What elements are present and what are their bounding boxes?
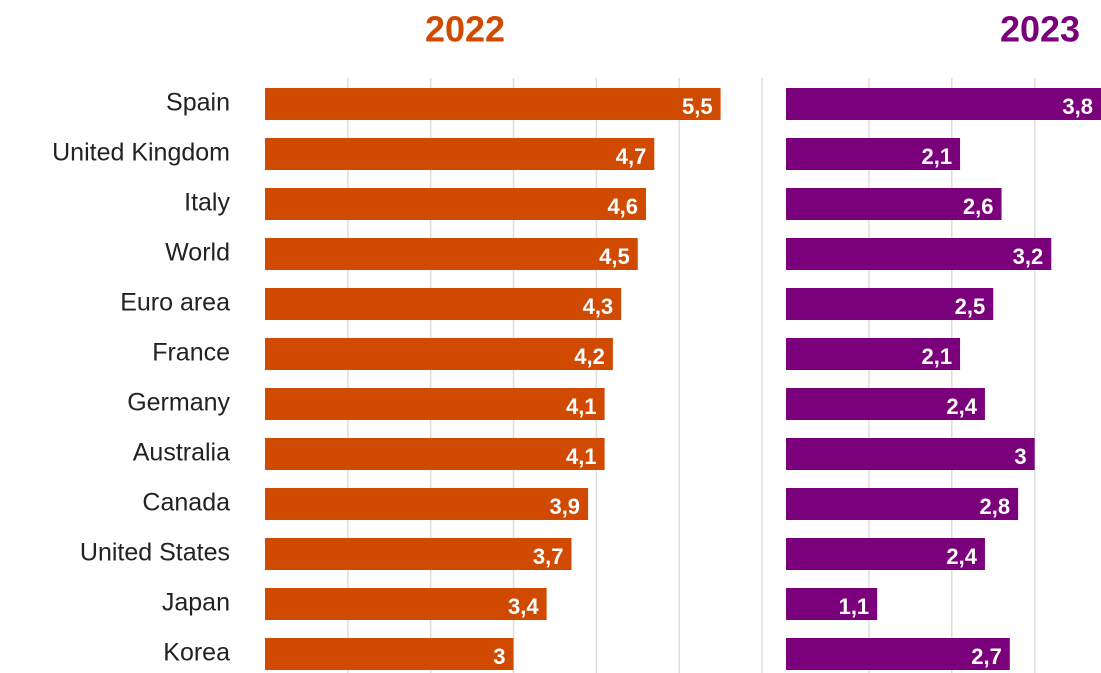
data-label: 4,7 — [616, 144, 647, 169]
y-tick-label: France — [152, 339, 230, 367]
bar — [786, 488, 1019, 520]
bar — [786, 338, 961, 370]
y-tick-label: Korea — [163, 639, 230, 667]
bar — [265, 288, 622, 320]
bar — [265, 188, 647, 220]
data-label: 2,7 — [971, 644, 1002, 669]
bar — [265, 338, 613, 370]
data-label: 3,9 — [549, 494, 580, 519]
y-tick-label: Italy — [184, 189, 230, 217]
bar — [786, 138, 961, 170]
data-label: 3,7 — [533, 544, 564, 569]
y-tick-label: Germany — [127, 389, 230, 417]
bar — [265, 538, 572, 570]
bar — [786, 388, 985, 420]
data-label: 2,4 — [946, 544, 977, 569]
bar — [786, 238, 1052, 270]
y-tick-label: Spain — [166, 89, 230, 117]
data-label: 4,5 — [599, 244, 630, 269]
bar — [786, 538, 985, 570]
data-label: 3 — [493, 644, 505, 669]
y-tick-label: Euro area — [120, 289, 230, 317]
data-label: 2,1 — [921, 344, 952, 369]
bar — [265, 588, 547, 620]
data-label: 2,4 — [946, 394, 977, 419]
chart-title: 2023 — [1000, 9, 1080, 50]
data-label: 2,8 — [980, 494, 1011, 519]
bar — [265, 638, 514, 670]
data-label: 1,1 — [839, 594, 870, 619]
data-label: 4,1 — [566, 394, 597, 419]
data-label: 2,1 — [921, 144, 952, 169]
bar — [265, 438, 605, 470]
bar — [786, 88, 1101, 120]
y-tick-label: Australia — [133, 439, 230, 467]
bar — [786, 438, 1035, 470]
bar — [786, 638, 1010, 670]
data-label: 4,1 — [566, 444, 597, 469]
data-label: 2,6 — [963, 194, 994, 219]
data-label: 3,2 — [1013, 244, 1044, 269]
bar — [265, 88, 721, 120]
bar — [265, 238, 638, 270]
y-tick-label: United Kingdom — [52, 139, 230, 167]
bar — [265, 388, 605, 420]
data-label: 2,5 — [955, 294, 986, 319]
bar — [265, 488, 589, 520]
data-label: 3 — [1014, 444, 1026, 469]
bar — [265, 138, 655, 170]
chart-title: 2022 — [425, 9, 505, 50]
y-tick-label: World — [165, 239, 230, 267]
data-label: 4,2 — [574, 344, 605, 369]
data-label: 3,4 — [508, 594, 539, 619]
data-label: 3,8 — [1062, 94, 1093, 119]
data-label: 5,5 — [682, 94, 713, 119]
bar — [786, 588, 878, 620]
bar — [786, 288, 994, 320]
y-tick-label: United States — [80, 539, 230, 567]
bar — [786, 188, 1002, 220]
y-tick-label: Canada — [142, 489, 230, 517]
y-tick-label: Japan — [162, 589, 230, 617]
data-label: 4,3 — [583, 294, 614, 319]
data-label: 4,6 — [607, 194, 638, 219]
